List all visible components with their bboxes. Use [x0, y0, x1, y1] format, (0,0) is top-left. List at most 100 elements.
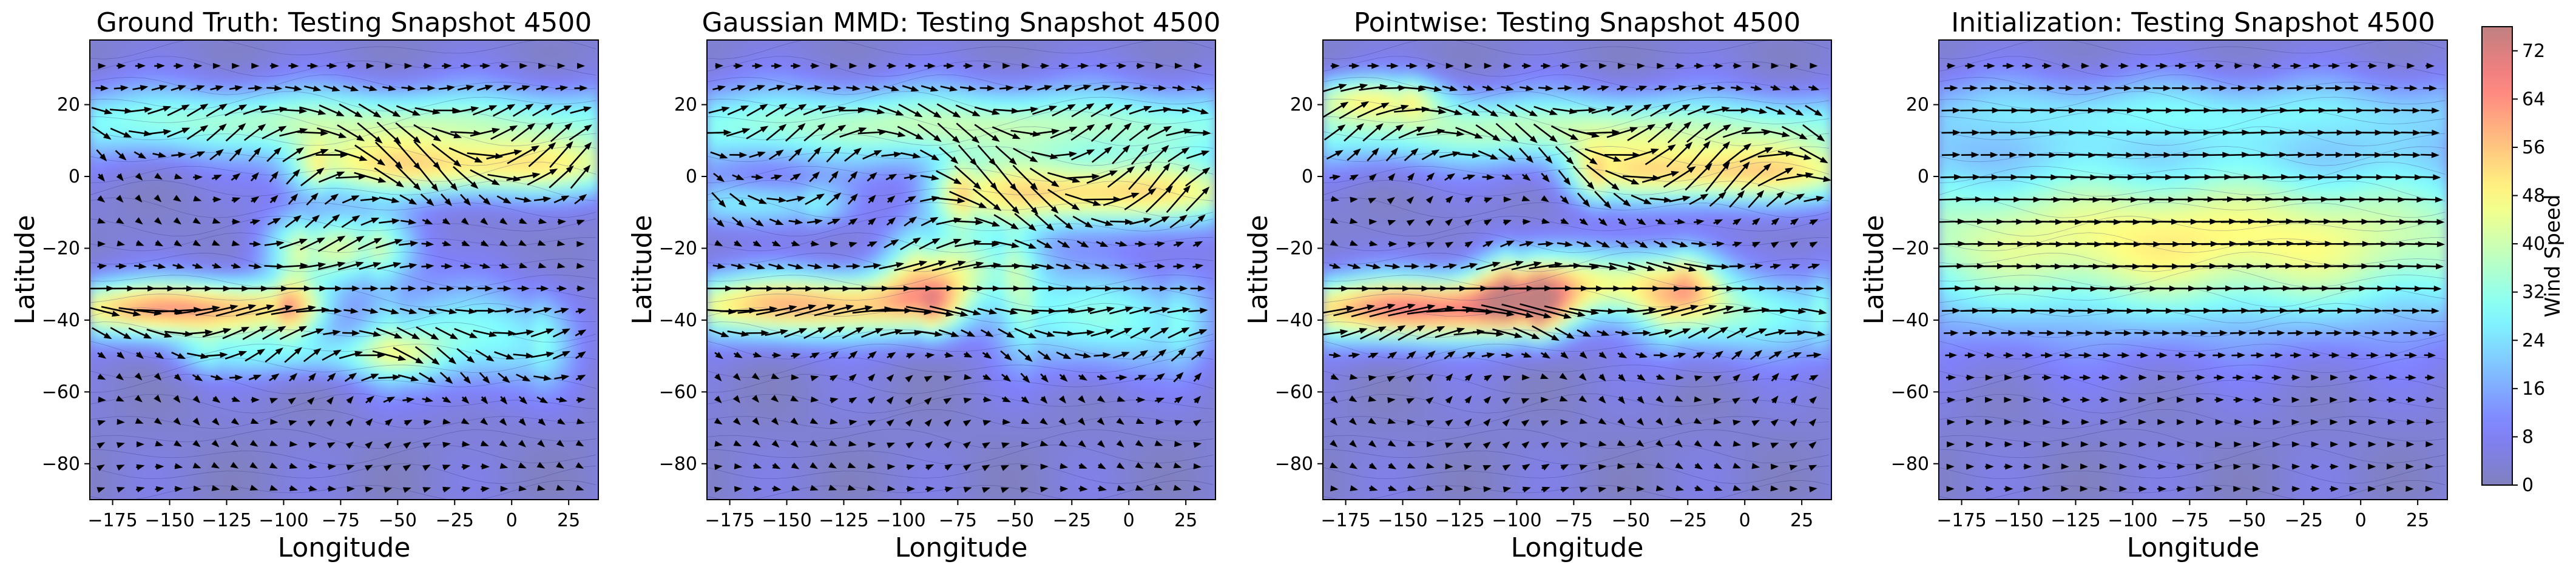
heatmap-cell	[952, 469, 962, 481]
heatmap-cell	[298, 209, 309, 221]
heatmap-cell	[243, 229, 254, 241]
wind-arrow-head	[253, 241, 262, 247]
heatmap-cell	[779, 169, 789, 181]
heatmap-cell	[760, 209, 771, 221]
wind-arrow-head	[215, 85, 224, 92]
heatmap-cell	[452, 119, 463, 131]
heatmap-cell	[189, 69, 200, 81]
heatmap-cell	[833, 109, 844, 121]
heatmap-cell	[307, 49, 318, 61]
heatmap-cell	[806, 209, 817, 221]
wind-arrow-head	[424, 419, 432, 426]
heatmap-cell	[107, 189, 118, 201]
heatmap-cell	[452, 439, 463, 451]
heatmap-cell	[180, 339, 191, 350]
heatmap-cell	[842, 449, 853, 461]
heatmap-cell	[353, 339, 363, 350]
heatmap-cell	[90, 40, 100, 51]
heatmap-cell	[470, 469, 481, 481]
heatmap-cell	[434, 439, 445, 451]
heatmap-cell	[189, 209, 200, 221]
wind-arrow-head	[192, 462, 201, 469]
heatmap-cell	[707, 89, 717, 101]
heatmap-cell	[742, 169, 753, 181]
wind-arrow-head	[561, 374, 570, 381]
heatmap-cell	[779, 349, 789, 361]
heatmap-cell	[942, 319, 953, 330]
heatmap-cell	[243, 339, 254, 350]
heatmap-cell	[271, 279, 282, 290]
heatmap-cell	[316, 79, 327, 91]
wind-arrow-head	[99, 153, 107, 162]
heatmap-cell	[262, 139, 272, 151]
heatmap-cell	[452, 239, 463, 251]
wind-arrow-head	[194, 62, 203, 69]
heatmap-cell	[961, 269, 971, 281]
heatmap-cell	[488, 259, 499, 270]
heatmap-cell	[280, 219, 291, 231]
heatmap-cell	[833, 429, 844, 441]
wind-arrow-head	[422, 487, 431, 493]
heatmap-cell	[589, 109, 598, 121]
heatmap-cell	[171, 189, 181, 201]
heatmap-cell	[161, 249, 172, 261]
heatmap-cell	[416, 309, 427, 321]
heatmap-cell	[434, 119, 445, 131]
heatmap-cell	[225, 339, 236, 350]
heatmap-cell	[879, 49, 890, 61]
wind-arrow-head	[502, 375, 510, 383]
heatmap-cell	[552, 289, 563, 301]
heatmap-cell	[580, 389, 590, 401]
heatmap-cell	[134, 139, 145, 151]
wind-arrow-head	[320, 149, 329, 155]
heatmap-cell	[788, 289, 799, 301]
wind-arrow-head	[299, 107, 308, 114]
wind-arrow-head	[308, 305, 317, 312]
heatmap-cell	[552, 209, 563, 221]
heatmap-cell	[833, 40, 844, 51]
heatmap-cell	[769, 379, 780, 390]
heatmap-cell	[216, 469, 227, 481]
heatmap-cell	[125, 40, 136, 51]
heatmap-cell	[751, 289, 762, 301]
heatmap-cell	[952, 459, 962, 471]
heatmap-cell	[897, 349, 908, 361]
heatmap-cell	[134, 119, 145, 131]
heatmap-cell	[760, 299, 771, 310]
heatmap-cell	[498, 40, 509, 51]
heatmap-cell	[334, 379, 345, 390]
heatmap-cell	[298, 189, 309, 201]
heatmap-cell	[879, 139, 890, 151]
heatmap-cell	[207, 199, 218, 211]
heatmap-cell	[225, 99, 236, 111]
heatmap-cell	[888, 119, 899, 131]
heatmap-cell	[888, 199, 899, 211]
heatmap-cell	[180, 229, 191, 241]
heatmap-cell	[879, 369, 890, 381]
heatmap-cell	[180, 219, 191, 231]
heatmap-cell	[434, 339, 445, 350]
heatmap-cell	[425, 389, 436, 401]
heatmap-cell	[98, 119, 109, 131]
heatmap-cell	[888, 489, 899, 500]
heatmap-cell	[779, 159, 789, 171]
heatmap-cell	[325, 179, 336, 191]
heatmap-cell	[760, 89, 771, 101]
heatmap-cell	[90, 169, 100, 181]
heatmap-cell	[860, 159, 871, 171]
heatmap-cell	[779, 479, 789, 491]
heatmap-cell	[180, 399, 191, 410]
heatmap-cell	[307, 109, 318, 121]
heatmap-cell	[760, 389, 771, 401]
heatmap-cell	[107, 229, 118, 241]
wind-arrow-head	[174, 240, 183, 247]
heatmap-cell	[434, 40, 445, 51]
heatmap-cell	[707, 99, 717, 111]
heatmap-cell	[379, 229, 390, 241]
heatmap-cell	[769, 189, 780, 201]
wind-arrow-head	[374, 238, 382, 244]
heatmap-cell	[534, 339, 545, 350]
heatmap-cell	[797, 459, 808, 471]
heatmap-cell	[870, 379, 881, 390]
heatmap-cell	[552, 319, 563, 330]
